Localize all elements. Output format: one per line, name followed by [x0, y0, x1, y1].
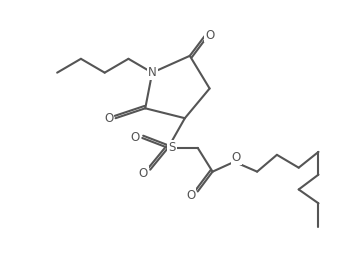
Text: S: S	[168, 141, 176, 154]
Text: O: O	[104, 112, 113, 125]
Text: O: O	[131, 131, 140, 144]
Text: O: O	[186, 189, 195, 202]
Text: N: N	[148, 66, 157, 79]
Text: O: O	[139, 167, 148, 180]
Text: O: O	[205, 29, 214, 42]
Text: O: O	[232, 151, 241, 164]
